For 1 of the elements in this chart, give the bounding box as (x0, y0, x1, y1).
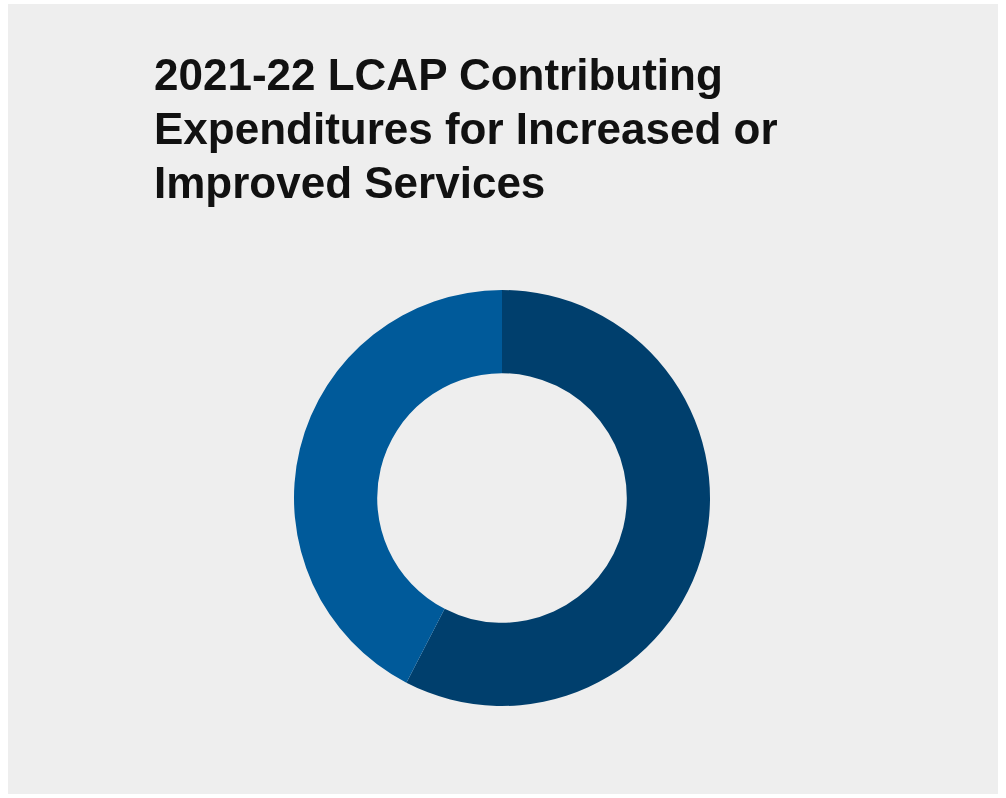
chart-title: 2021-22 LCAP Contributing Expenditures for Increased or Improved Services (154, 49, 779, 209)
